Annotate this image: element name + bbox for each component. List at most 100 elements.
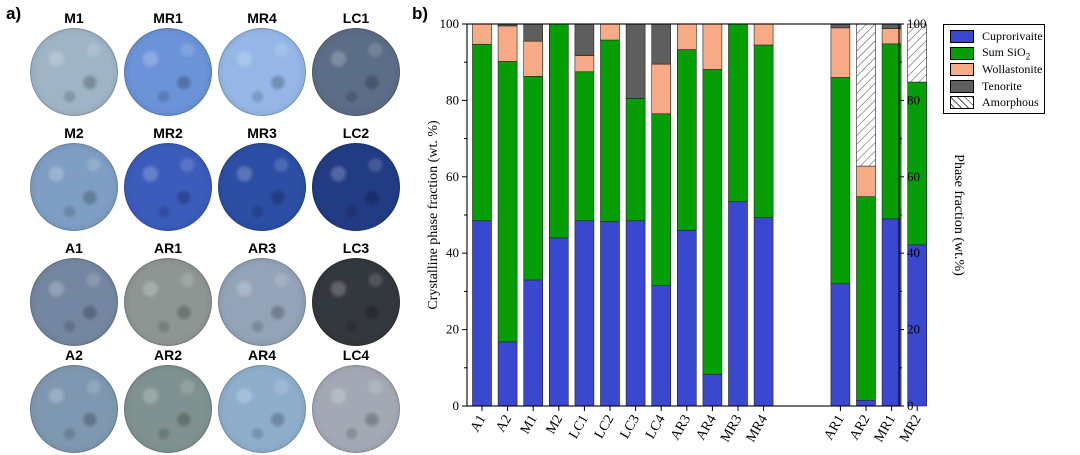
bar-segment-a1-cuprorivaite <box>472 220 492 407</box>
bar-segment-lc2-sum-sio2 <box>600 39 620 222</box>
sample-photo <box>30 365 118 453</box>
y-axis-label-right: Phase fraction (wt.%) <box>951 154 966 276</box>
bar-segment-lc1-cuprorivaite <box>574 220 595 407</box>
sample-a1: A1 <box>28 238 120 346</box>
sample-photo <box>218 28 306 116</box>
bar-segment-a2-wollastonite <box>497 25 518 62</box>
sample-lc4: LC4 <box>310 345 402 453</box>
bar-segment-ar4-cuprorivaite <box>702 373 723 407</box>
x-tick-label: LC4 <box>643 413 668 442</box>
panel-a-label: a) <box>6 4 22 23</box>
bar-segment-mr1-wollastonite <box>881 28 902 45</box>
x-tick-label: AR1 <box>822 413 848 443</box>
sample-label: LC1 <box>342 10 370 26</box>
sample-photo <box>312 258 400 346</box>
bar-segment-ar2-sum-sio2 <box>856 196 876 401</box>
bar-segment-m1-sum-sio2 <box>523 76 543 281</box>
bar-segment-m2-cuprorivaite <box>549 237 569 407</box>
sample-ar2: AR2 <box>122 345 214 453</box>
sample-label: MR1 <box>153 10 183 26</box>
sample-label: LC3 <box>342 240 370 256</box>
x-tick-label: MR2 <box>897 413 924 445</box>
x-tick-label: AR3 <box>668 413 694 443</box>
bar-segment-lc1-sum-sio2 <box>574 71 595 222</box>
bar-segment-a2-cuprorivaite <box>497 341 518 407</box>
bar-segment-ar1-sum-sio2 <box>830 77 851 285</box>
sample-m2: M2 <box>28 123 120 231</box>
legend-swatch <box>950 46 974 60</box>
panel-b-label: b) <box>412 4 429 23</box>
bar-segment-lc1-wollastonite <box>574 55 595 73</box>
legend-label: Wollastonite <box>982 62 1043 76</box>
sample-a2: A2 <box>28 345 120 453</box>
chart-legend: Cuprorivaite Sum SiO2 Wollastonite Tenorite… <box>943 24 1045 114</box>
sample-photo <box>124 365 212 453</box>
bar-segment-ar3-wollastonite <box>676 23 697 50</box>
sample-label: LC4 <box>342 347 370 363</box>
bar-segment-lc2-cuprorivaite <box>600 221 620 407</box>
bar-segment-ar1-tenorite <box>830 23 851 29</box>
bar-segment-lc2-wollastonite <box>600 23 620 41</box>
sample-label: MR2 <box>153 125 183 141</box>
legend-swatch <box>950 96 974 109</box>
x-tick-label: M1 <box>518 413 541 437</box>
y-tick-label-left: 40 <box>446 245 459 260</box>
legend-swatch <box>950 30 974 43</box>
sample-label: AR3 <box>247 240 276 256</box>
bar-segment-ar4-sum-sio2 <box>702 69 723 375</box>
sample-mr4: MR4 <box>216 8 308 116</box>
sample-label: LC2 <box>342 125 370 141</box>
legend-item-tenorite: Tenorite <box>950 78 1022 95</box>
bar-segment-a1-sum-sio2 <box>472 43 492 222</box>
sample-photo-grid: M1 MR1 MR4 LC1 M2 MR2 MR3 LC2 A1 AR1 AR3 LC3 A2 AR2 AR… <box>28 0 408 455</box>
y-tick-label-right: 60 <box>907 169 920 184</box>
y-tick-label-left: 60 <box>446 169 459 184</box>
bar-segment-mr4-cuprorivaite <box>753 217 774 407</box>
sample-photo <box>218 143 306 231</box>
bar-segment-lc3-tenorite <box>625 23 646 99</box>
y-tick-label-right: 20 <box>907 322 920 337</box>
y-tick-label-right: 100 <box>907 16 927 31</box>
sample-photo <box>30 143 118 231</box>
bar-segment-lc4-tenorite <box>651 23 671 65</box>
legend-label: Sum SiO2 <box>982 44 1031 62</box>
bar-segment-ar3-cuprorivaite <box>676 229 697 407</box>
sample-label: M2 <box>64 125 84 141</box>
sample-photo <box>312 365 400 453</box>
bar-segment-a2-sum-sio2 <box>497 61 518 343</box>
bar-segment-lc3-sum-sio2 <box>625 98 646 222</box>
bar-segment-lc4-wollastonite <box>651 63 671 115</box>
bar-segment-lc1-tenorite <box>574 23 595 57</box>
sample-label: A2 <box>65 347 83 363</box>
sample-photo <box>124 258 212 346</box>
legend-label: Cuprorivaite <box>982 29 1043 43</box>
sample-photo <box>124 143 212 231</box>
x-tick-label: A1 <box>468 413 490 435</box>
sample-mr1: MR1 <box>122 8 214 116</box>
legend-item-amorphous: Amorphous <box>950 94 1039 111</box>
bar-segment-m1-cuprorivaite <box>523 279 543 407</box>
sample-photo <box>218 365 306 453</box>
sample-label: A1 <box>65 240 83 256</box>
bar-segment-m2-sum-sio2 <box>549 23 569 239</box>
y-tick-label-left: 100 <box>440 16 460 31</box>
sample-photo <box>218 258 306 346</box>
legend-label: Tenorite <box>982 78 1022 93</box>
x-tick-label: LC1 <box>566 413 591 442</box>
x-tick-label: MR4 <box>744 413 771 445</box>
y-axis-label-left: Crystalline phase fraction (wt. %) <box>426 120 441 310</box>
x-tick-label: AR2 <box>847 413 873 443</box>
x-tick-label: AR4 <box>694 413 720 443</box>
bar-segment-mr4-sum-sio2 <box>753 44 774 218</box>
x-tick-label: A2 <box>494 413 516 435</box>
bar-segment-m1-tenorite <box>523 23 543 42</box>
sample-photo <box>312 143 400 231</box>
sample-ar3: AR3 <box>216 238 308 346</box>
x-tick-label: M2 <box>544 413 567 437</box>
y-tick-label-right: 0 <box>907 398 914 413</box>
sample-mr3: MR3 <box>216 123 308 231</box>
bar-segment-lc3-cuprorivaite <box>625 220 646 407</box>
sample-photo <box>124 28 212 116</box>
bar-segment-m1-wollastonite <box>523 40 543 77</box>
